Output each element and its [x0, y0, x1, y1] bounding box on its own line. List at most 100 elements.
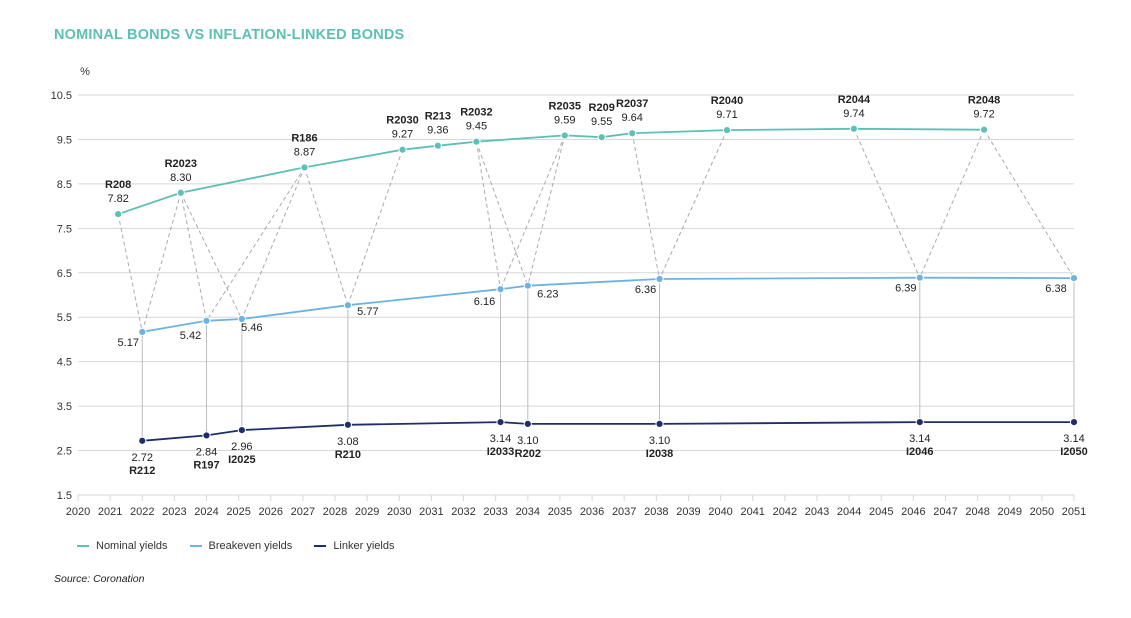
x-tick-label: 2021: [98, 506, 122, 518]
x-tick-label: 2020: [66, 506, 90, 518]
linker-value-label: 3.10: [649, 435, 670, 447]
x-tick-label: 2028: [323, 506, 347, 518]
linker-bond-label: I2033: [487, 446, 515, 458]
nominal-bond-label: R2030: [386, 115, 418, 127]
nominal-bond-label: R2023: [165, 158, 197, 170]
legend-swatch-linker: [314, 545, 327, 547]
linker-point: [202, 431, 211, 440]
connector-line: [206, 167, 305, 322]
connector-line: [631, 133, 661, 280]
x-tick-label: 2047: [933, 506, 957, 518]
connector-line: [659, 129, 728, 280]
x-tick-label: 2026: [259, 506, 283, 518]
nominal-point: [472, 137, 481, 146]
linker-value-label: 2.72: [132, 452, 153, 464]
connector-line: [347, 149, 403, 306]
breakeven-point: [496, 285, 505, 294]
y-tick-label: 5.5: [57, 312, 72, 324]
x-tick-label: 2042: [773, 506, 797, 518]
x-tick-label: 2044: [837, 506, 861, 518]
connector-line: [475, 141, 529, 286]
x-tick-label: 2038: [644, 506, 668, 518]
linker-bond-label: R202: [515, 448, 541, 460]
nominal-bond-label: R2040: [711, 95, 743, 107]
nominal-point: [560, 131, 569, 140]
x-tick-label: 2036: [580, 506, 604, 518]
nominal-point: [979, 125, 989, 134]
label-layer: R208 7.82 R2023 8.30 R186 8.87 R2030 9.27 R213 9.…: [105, 94, 1088, 477]
nominal-value-label: 9.45: [466, 121, 487, 133]
y-tick-label: 3.5: [57, 401, 72, 413]
breakeven-value-label: 5.77: [357, 306, 378, 318]
linker-bond-label: R197: [193, 459, 219, 471]
linker-bond-label: R210: [335, 449, 361, 461]
linker-point: [138, 436, 147, 445]
x-tick-label: 2034: [516, 506, 540, 518]
x-tick-label: 2024: [194, 506, 218, 518]
x-tick-label: 2032: [451, 506, 475, 518]
connector-line: [919, 129, 985, 278]
connector-line: [475, 141, 501, 290]
x-tick-label: 2027: [291, 506, 315, 518]
axis-layer: 1.5 2.5 3.5 4.5 5.5 6.5 7.5 8.5 9.5 10.5 2020 2021 2…: [51, 90, 1087, 518]
nominal-bond-label: R213: [425, 111, 451, 123]
legend-label-breakeven: Breakeven yields: [208, 540, 293, 552]
nominal-point: [398, 145, 407, 154]
x-tick-label: 2039: [676, 506, 700, 518]
linker-point: [343, 420, 352, 429]
x-tick-label: 2040: [708, 506, 732, 518]
y-tick-label: 4.5: [57, 357, 72, 369]
nominal-value-label: 9.64: [622, 112, 643, 124]
nominal-point: [176, 188, 185, 197]
nominal-value-label: 9.71: [716, 109, 737, 121]
drop-line-layer: [141, 277, 1075, 441]
legend-item-breakeven[interactable]: Breakeven yields: [189, 540, 293, 552]
breakeven-series-line: [142, 276, 1075, 333]
nominal-bond-label: R2048: [968, 95, 1000, 107]
connector-line: [304, 167, 349, 306]
x-tick-label: 2045: [869, 506, 893, 518]
breakeven-value-label: 6.39: [895, 283, 916, 295]
y-tick-label: 10.5: [51, 90, 72, 102]
breakeven-value-label: 5.17: [118, 337, 139, 349]
linker-value-label: 3.14: [490, 433, 511, 445]
nominal-value-label: 8.87: [294, 146, 315, 158]
nominal-bond-label: R2032: [460, 107, 492, 119]
nominal-value-label: 8.30: [170, 172, 191, 184]
connector-line: [241, 167, 305, 320]
nominal-bond-label: R2044: [838, 94, 871, 106]
nominal-point: [114, 210, 123, 219]
nominal-value-label: 9.55: [591, 116, 612, 128]
breakeven-point: [915, 273, 924, 282]
x-tick-label: 2046: [901, 506, 925, 518]
nominal-series-line: [117, 127, 985, 215]
legend-label-linker: Linker yields: [333, 540, 395, 552]
y-tick-label: 7.5: [57, 223, 72, 235]
linker-bond-label: I2038: [646, 448, 674, 460]
linker-value-label: 3.14: [909, 433, 930, 445]
legend-item-linker[interactable]: Linker yields: [314, 540, 394, 552]
legend-item-nominal[interactable]: Nominal yields: [77, 540, 168, 552]
x-tick-label: 2033: [483, 506, 507, 518]
nominal-value-label: 7.82: [107, 193, 128, 205]
nominal-value-label: 9.72: [973, 109, 994, 121]
x-tick-label: 2035: [548, 506, 572, 518]
chart-title: NOMINAL BONDS VS INFLATION-LINKED BONDS: [54, 27, 405, 43]
linker-bond-label: I2025: [228, 454, 256, 466]
x-tick-label: 2048: [965, 506, 989, 518]
connector-line: [180, 192, 243, 320]
linker-value-label: 2.84: [196, 446, 217, 458]
x-tick-label: 2041: [740, 506, 764, 518]
breakeven-value-label: 6.36: [635, 284, 656, 296]
y-tick-label: 9.5: [57, 134, 72, 146]
source-note: Source: Coronation: [54, 573, 145, 585]
connector-layer: [117, 128, 1075, 333]
x-tick-label: 2043: [805, 506, 829, 518]
x-tick-label: 2049: [997, 506, 1021, 518]
breakeven-value-label: 5.42: [180, 330, 201, 342]
linker-point: [496, 418, 505, 427]
nominal-value-label: 9.27: [392, 129, 413, 141]
nominal-point: [433, 141, 442, 150]
linker-point: [1069, 418, 1079, 427]
x-tick-label: 2031: [419, 506, 443, 518]
